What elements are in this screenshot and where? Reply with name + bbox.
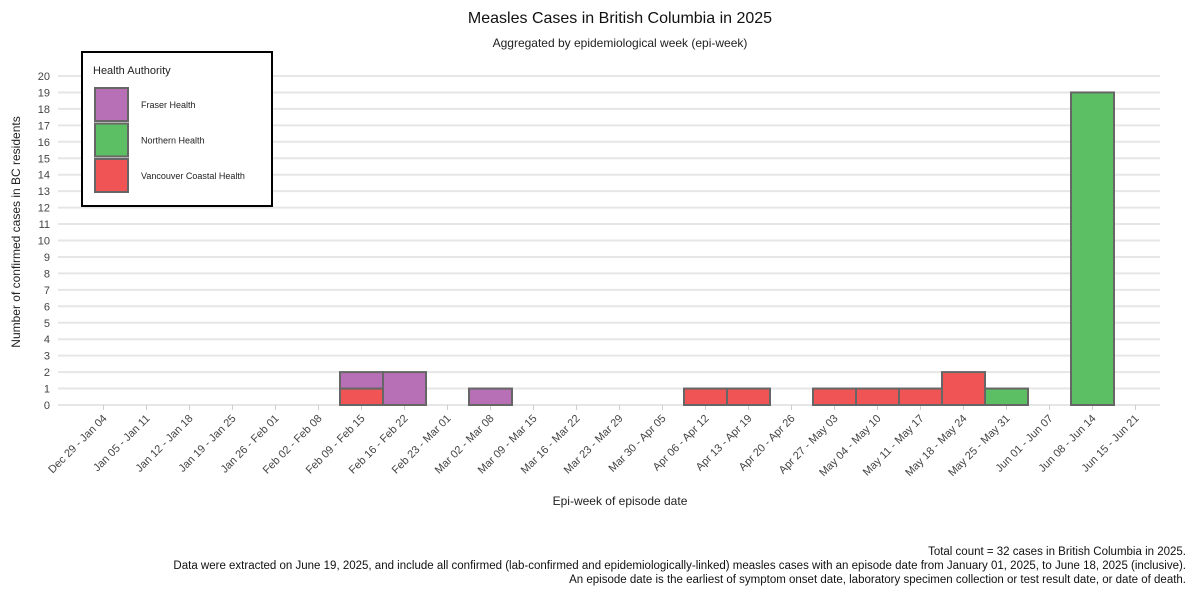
y-axis-label: Number of confirmed cases in BC resident… (9, 116, 23, 347)
y-tick-label: 0 (44, 400, 50, 412)
bar-vancouver-coastal-health (898, 387, 943, 406)
footnote-extraction: Data were extracted on June 19, 2025, an… (173, 560, 1186, 572)
bar-vancouver-coastal-health (726, 387, 771, 406)
y-tick-label: 4 (44, 334, 50, 346)
bar-northern-health (1070, 91, 1115, 406)
y-tick-label: 20 (38, 71, 50, 83)
y-tick-label: 14 (38, 170, 50, 182)
bar-vancouver-coastal-health (855, 387, 900, 406)
y-tick-label: 5 (44, 318, 50, 330)
bar-vancouver-coastal-health (339, 387, 384, 406)
legend-title: Health Authority (93, 65, 171, 77)
y-tick-label: 11 (39, 219, 50, 231)
y-tick-label: 16 (38, 137, 50, 149)
bar-fraser-health (468, 387, 513, 406)
x-axis-label: Epi-week of episode date (553, 494, 688, 508)
bar-vancouver-coastal-health (812, 387, 857, 406)
y-tick-label: 13 (38, 186, 50, 198)
footnote-total: Total count = 32 cases in British Columb… (928, 546, 1186, 558)
legend-swatch (94, 87, 129, 122)
grid-lines (58, 75, 1160, 406)
legend: Health Authority Fraser Health Northern H… (81, 51, 273, 207)
legend-label: Northern Health (141, 136, 205, 146)
y-tick-label: 12 (38, 203, 50, 215)
legend-swatch (94, 158, 129, 193)
y-tick-label: 19 (38, 87, 50, 99)
legend-label: Vancouver Coastal Health (141, 171, 245, 181)
y-tick-label: 17 (38, 120, 50, 132)
y-tick-label: 10 (38, 236, 50, 248)
bar-fraser-health (339, 371, 384, 390)
legend-label: Fraser Health (141, 100, 196, 110)
footnote-definition: An episode date is the earliest of sympt… (569, 574, 1186, 586)
bars (339, 91, 1115, 407)
y-tick-label: 7 (44, 285, 50, 297)
chart-subtitle: Aggregated by epidemiological week (epi-… (493, 36, 748, 50)
y-tick-label: 1 (44, 384, 50, 396)
bar-vancouver-coastal-health (683, 387, 728, 406)
bar-fraser-health (382, 371, 427, 407)
y-tick-label: 15 (38, 153, 50, 165)
y-tick-label: 18 (38, 104, 50, 116)
legend-swatch (94, 122, 129, 158)
y-tick-label: 6 (44, 301, 50, 313)
y-tick-label: 2 (44, 367, 50, 379)
chart-title: Measles Cases in British Columbia in 202… (468, 10, 772, 27)
y-tick-label: 3 (44, 351, 50, 363)
y-tick-label: 9 (44, 252, 50, 264)
measles-chart: Measles Cases in British Columbia in 202… (9, 10, 1160, 508)
bar-vancouver-coastal-health (941, 371, 986, 407)
y-tick-label: 8 (44, 268, 50, 280)
bar-northern-health (984, 387, 1029, 406)
